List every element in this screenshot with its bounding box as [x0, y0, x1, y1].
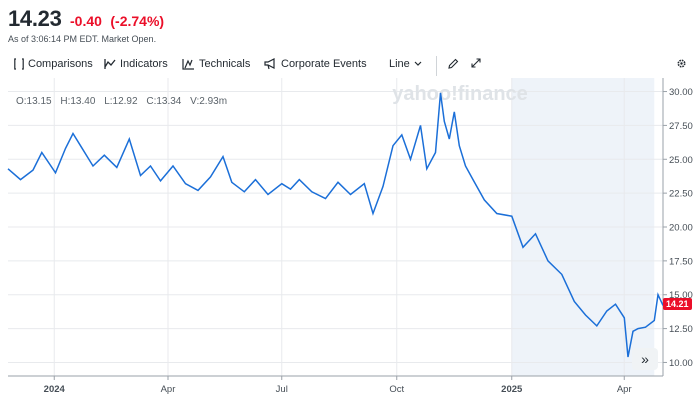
technicals-button[interactable]: Technicals: [182, 58, 250, 70]
close-value: C:13.34: [146, 96, 182, 107]
fullscreen-button[interactable]: [471, 58, 481, 68]
x-tick-label: 2025: [501, 384, 523, 395]
megaphone-icon: [264, 58, 275, 70]
comparisons-icon: [14, 58, 24, 70]
quote-header: 14.23 -0.40 (-2.74%): [8, 6, 164, 32]
expand-chart-button[interactable]: »: [632, 348, 658, 370]
current-price-tag: 14.21: [663, 298, 692, 310]
toolbar-divider: [436, 56, 437, 76]
y-tick-label: 25.00: [669, 155, 693, 166]
chart-toolbar: Comparisons Indicators Technicals Corpor…: [0, 56, 700, 78]
price-chart[interactable]: 2024 Apr Jul Oct 2025 Apr 10.00 12.50 15.00 17.5…: [0, 78, 700, 405]
x-tick-label: Apr: [161, 384, 176, 395]
y-tick-label: 20.00: [669, 223, 693, 234]
x-tick-label: 2024: [44, 384, 66, 395]
expand-arrows-icon: [471, 58, 481, 68]
corporate-events-label: Corporate Events: [281, 58, 367, 70]
corporate-events-button[interactable]: Corporate Events: [264, 58, 367, 70]
technicals-icon: [182, 59, 194, 70]
price-change-percent: (-2.74%): [110, 13, 165, 29]
y-tick-label: 30.00: [669, 87, 693, 98]
y-tick-label: 10.00: [669, 358, 693, 369]
chevron-down-icon: [414, 61, 422, 66]
pencil-icon: [448, 58, 459, 69]
technicals-label: Technicals: [199, 58, 251, 70]
high-value: H:13.40: [60, 96, 96, 107]
current-price: 14.23: [8, 6, 62, 31]
y-tick-label: 12.50: [669, 324, 693, 335]
indicators-button[interactable]: Indicators: [104, 58, 168, 70]
price-change: -0.40: [70, 13, 102, 29]
ohlc-readout: O:13.15 H:13.40 L:12.92 C:13.34 V:2.93m: [16, 96, 233, 107]
comparisons-button[interactable]: Comparisons: [14, 58, 93, 70]
x-tick-label: Oct: [389, 384, 404, 395]
y-tick-label: 17.50: [669, 256, 693, 267]
x-tick-label: Jul: [276, 384, 288, 395]
chart-type-label: Line: [389, 58, 410, 70]
chart-type-dropdown[interactable]: Line: [389, 58, 422, 70]
draw-button[interactable]: [447, 58, 459, 70]
volume-value: V:2.93m: [190, 96, 228, 107]
y-tick-label: 27.50: [669, 121, 693, 132]
market-status: As of 3:06:14 PM EDT. Market Open.: [8, 34, 157, 44]
x-tick-label: Apr: [617, 384, 632, 395]
y-tick-label: 15.00: [669, 290, 693, 301]
y-tick-label: 22.50: [669, 189, 693, 200]
gear-icon: [677, 59, 686, 68]
open-value: O:13.15: [16, 96, 52, 107]
yahoo-finance-watermark: yahoo!finance: [392, 83, 528, 105]
low-value: L:12.92: [104, 96, 138, 107]
indicators-icon: [104, 59, 116, 69]
price-line: [7, 92, 664, 358]
indicators-label: Indicators: [120, 58, 168, 70]
settings-button[interactable]: [676, 58, 687, 69]
comparisons-label: Comparisons: [28, 58, 93, 70]
